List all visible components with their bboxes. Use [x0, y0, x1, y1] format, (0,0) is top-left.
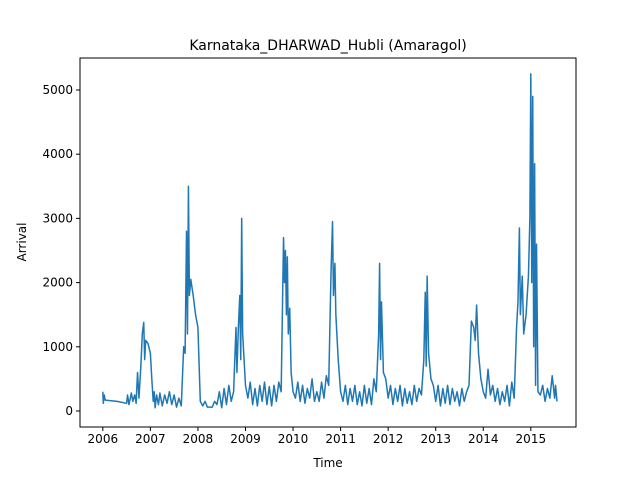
y-axis-label: Arrival — [15, 223, 29, 262]
x-axis-label: Time — [312, 456, 342, 470]
data-line — [102, 73, 558, 409]
plot-frame — [79, 57, 577, 428]
x-tick-label: 2011 — [325, 432, 356, 446]
chart-title: Karnataka_DHARWAD_Hubli (Amaragol) — [189, 38, 466, 54]
y-tick-label: 3000 — [42, 211, 73, 225]
y-tick-label: 0 — [65, 404, 73, 418]
x-tick-label: 2009 — [230, 432, 261, 446]
x-tick-label: 2010 — [278, 432, 309, 446]
y-tick-label: 1000 — [42, 340, 73, 354]
x-tick-label: 2015 — [516, 432, 547, 446]
x-tick-label: 2006 — [88, 432, 119, 446]
y-tick-label: 2000 — [42, 276, 73, 290]
x-tick-label: 2008 — [183, 432, 214, 446]
y-tick-label: 4000 — [42, 147, 73, 161]
x-tick-label: 2014 — [468, 432, 499, 446]
x-tick-label: 2007 — [135, 432, 166, 446]
x-tick-label: 2013 — [420, 432, 451, 446]
x-tick-label: 2012 — [373, 432, 404, 446]
y-tick-label: 5000 — [42, 83, 73, 97]
